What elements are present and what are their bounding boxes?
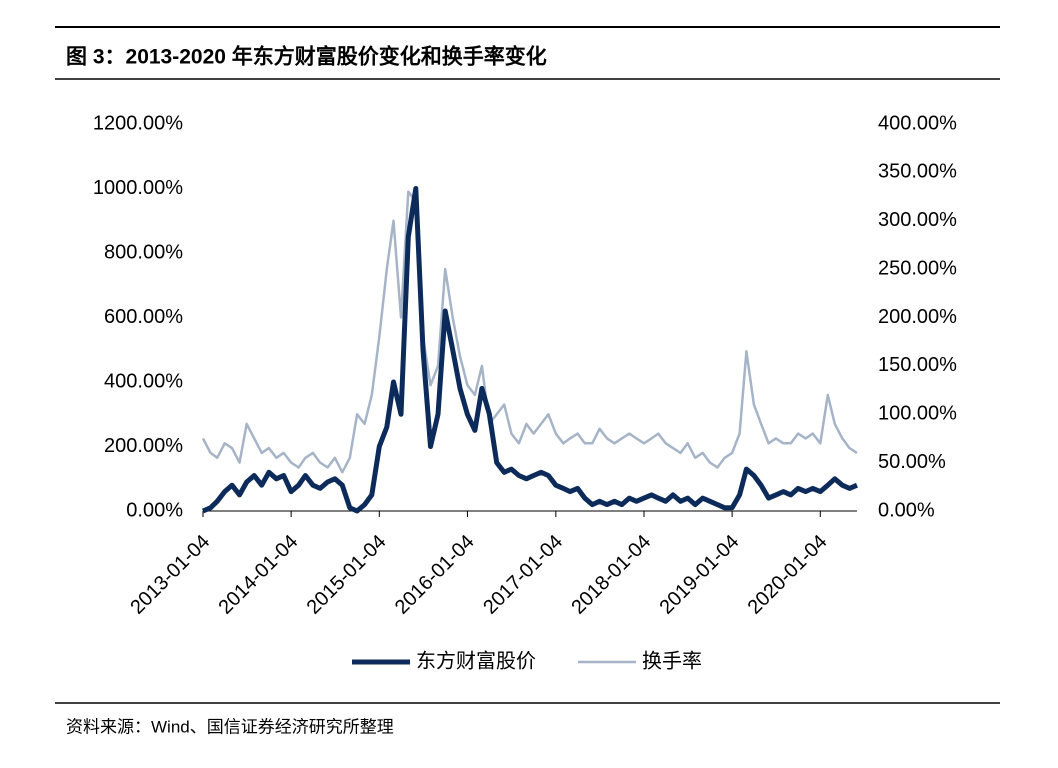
y2-tick-label: 100.00% (878, 403, 957, 425)
x-tick-label: 2013-01-04 (126, 531, 214, 619)
x-tick-label: 2017-01-04 (479, 531, 567, 619)
y2-tick-label: 400.00% (878, 112, 957, 134)
y-tick-label: 1200.00% (93, 112, 183, 134)
y2-tick-label: 150.00% (878, 354, 957, 376)
y-tick-label: 200.00% (104, 435, 183, 457)
y-tick-label: 1000.00% (93, 177, 183, 199)
x-tick-label: 2016-01-04 (391, 531, 479, 619)
x-tick-label: 2019-01-04 (656, 531, 744, 619)
y2-tick-label: 200.00% (878, 306, 957, 328)
legend-label: 换手率 (642, 649, 702, 672)
x-tick-label: 2018-01-04 (567, 531, 655, 619)
y-tick-label: 600.00% (104, 306, 183, 328)
y2-tick-label: 0.00% (878, 499, 935, 521)
y-tick-label: 400.00% (104, 370, 183, 392)
x-tick-label: 2015-01-04 (303, 531, 391, 619)
y-tick-label: 800.00% (104, 241, 183, 263)
series-line (201, 190, 858, 474)
series-line (202, 186, 858, 514)
x-tick-label: 2020-01-04 (744, 531, 832, 619)
legend-label: 东方财富股价 (416, 649, 536, 672)
y2-tick-label: 300.00% (878, 209, 957, 231)
chart-title: 图 3：2013-2020 年东方财富股价变化和换手率变化 (66, 45, 547, 69)
y2-tick-label: 50.00% (878, 451, 946, 473)
y2-tick-label: 250.00% (878, 257, 957, 279)
source-note: 资料来源：Wind、国信证券经济研究所整理 (66, 717, 394, 736)
x-tick-label: 2014-01-04 (215, 531, 303, 619)
y-tick-label: 0.00% (126, 499, 183, 521)
y2-tick-label: 350.00% (878, 161, 957, 183)
